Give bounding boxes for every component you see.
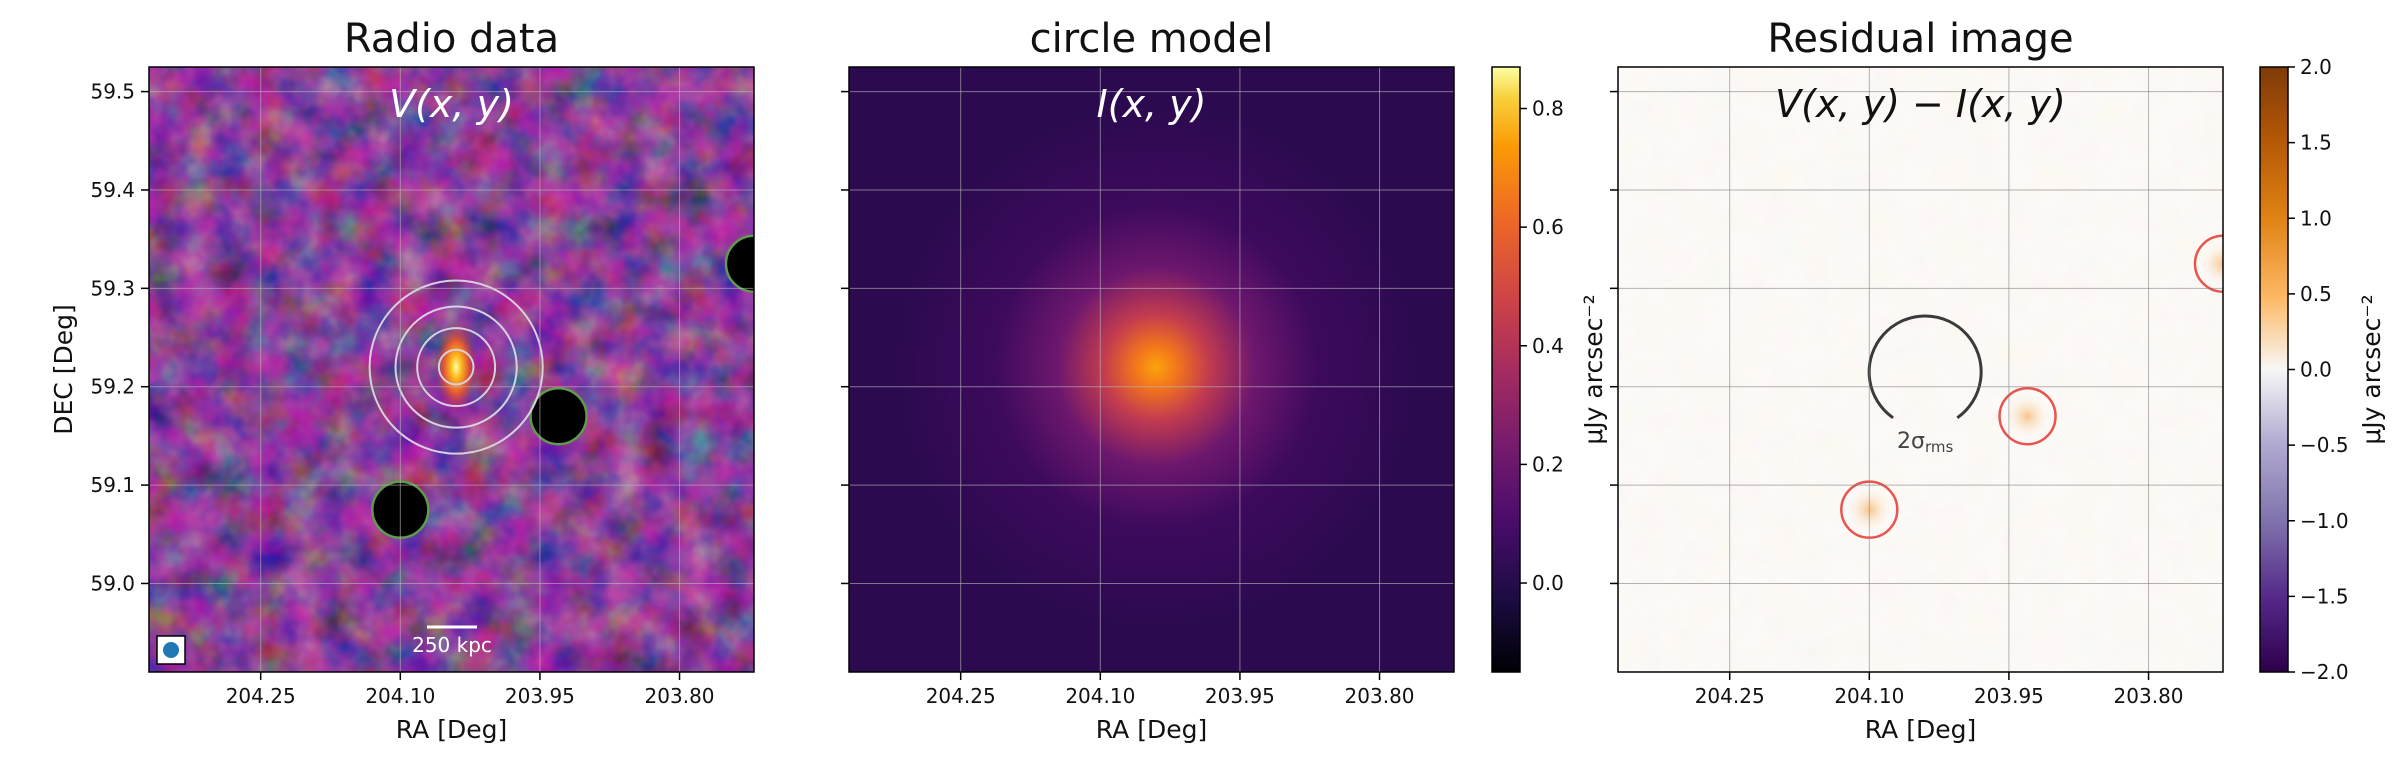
panel-annotation: V(x, y) xyxy=(389,82,514,126)
colorbar-2: 0.0 0.2 0.4 0.6 0.8 μJy arcsec⁻² xyxy=(1491,66,1608,673)
x-tick-label: 204.10 xyxy=(1834,684,1904,708)
image-1 xyxy=(149,67,754,672)
colorbar-tick-label: 2.0 xyxy=(2300,55,2332,79)
colorbar-tick-label: 1.0 xyxy=(2300,206,2332,230)
contour-ring xyxy=(394,305,518,429)
x-tick-label: 204.10 xyxy=(1065,684,1135,708)
colorbar-tick-label: −1.0 xyxy=(2300,509,2349,533)
colorbar-tick-label: 0.0 xyxy=(1532,571,1564,595)
x-axis-label: RA [Deg] xyxy=(396,715,507,744)
x-tick-label: 203.80 xyxy=(1345,684,1415,708)
x-tick-label: 203.95 xyxy=(1974,684,2044,708)
x-tick-label: 203.95 xyxy=(505,684,575,708)
y-tick-label: 59.4 xyxy=(90,178,135,202)
y-axis-label: DEC [Deg] xyxy=(49,304,78,434)
colorbar-tick-label: −2.0 xyxy=(2300,660,2349,684)
contour-ring xyxy=(368,279,544,455)
panel-1: 250 kpc V(x, y) Radio data 204.25 204.10 203.… xyxy=(49,16,755,744)
x-tick-label: 204.25 xyxy=(926,684,996,708)
beam-marker xyxy=(163,642,179,658)
colorbar-tick-label: −0.5 xyxy=(2300,433,2349,457)
colorbar-tick-label: 0.5 xyxy=(2300,282,2332,306)
axes-frame xyxy=(848,66,1455,673)
scalebar-label: 250 kpc xyxy=(412,633,492,657)
colorbar-tick-label: 0.2 xyxy=(1532,452,1564,476)
x-axis-label: RA [Deg] xyxy=(1865,715,1976,744)
colorbar-label: μJy arcsec⁻² xyxy=(2357,294,2386,444)
grid xyxy=(849,67,1454,672)
image-3: 2σrms xyxy=(1618,67,2223,672)
x-tick-label: 204.10 xyxy=(365,684,435,708)
colorbar-3: −2.0 −1.5 −1.0 −0.5 0.0 0.5 1.0 1.5 2.0 μJy arcse… xyxy=(2259,55,2386,684)
axes-frame xyxy=(148,66,755,673)
panel-title: Radio data xyxy=(344,16,559,62)
grid xyxy=(1618,67,2223,672)
masked-source xyxy=(2193,234,2223,293)
grid xyxy=(149,67,754,672)
masked-source xyxy=(1998,386,2057,446)
colorbar-tick-label: 0.6 xyxy=(1532,215,1564,239)
contour-ring xyxy=(416,327,497,407)
x-tick-label: 204.25 xyxy=(226,684,296,708)
x-tick-label: 203.95 xyxy=(1205,684,1275,708)
colorbar-label: μJy arcsec⁻² xyxy=(1579,294,1608,444)
panel-2: I(x, y) circle model 204.25 204.10 203.95 203… xyxy=(841,16,1608,744)
x-tick-label: 203.80 xyxy=(2114,684,2184,708)
masked-source xyxy=(724,234,754,293)
panel-title: circle model xyxy=(1030,16,1274,62)
panel-annotation: V(x, y) − I(x, y) xyxy=(1775,82,2066,126)
contour-ring xyxy=(437,348,475,386)
y-tick-label: 59.1 xyxy=(90,473,135,497)
colorbar-tick-label: 0.8 xyxy=(1532,97,1564,121)
image-2 xyxy=(849,67,1454,672)
colorbar-tick-label: 0.4 xyxy=(1532,334,1564,358)
y-tick-label: 59.2 xyxy=(90,375,135,399)
panel-annotation: I(x, y) xyxy=(1097,82,1207,126)
sigma-arc xyxy=(1867,314,1983,420)
x-tick-label: 203.80 xyxy=(645,684,715,708)
y-tick-label: 59.0 xyxy=(90,571,135,595)
model-profile xyxy=(896,107,1417,628)
radio-source xyxy=(434,319,479,416)
x-axis-label: RA [Deg] xyxy=(1096,715,1207,744)
y-tick-label: 59.3 xyxy=(90,276,135,300)
y-tick-label: 59.5 xyxy=(90,80,135,104)
masked-source xyxy=(529,386,588,446)
colorbar-tick-label: −1.5 xyxy=(2300,584,2349,608)
axes-frame xyxy=(1617,66,2224,673)
x-tick-label: 204.25 xyxy=(1695,684,1765,708)
colorbar-tick-label: 0.0 xyxy=(2300,358,2332,382)
panel-3: 2σrms V(x, y) − I(x, y) Residual image 204.… xyxy=(1610,16,2386,744)
colorbar-tick-label: 1.5 xyxy=(2300,131,2332,155)
sigma-label: 2σrms xyxy=(1897,429,1953,456)
panel-title: Residual image xyxy=(1767,16,2073,62)
beam-box xyxy=(156,635,186,665)
